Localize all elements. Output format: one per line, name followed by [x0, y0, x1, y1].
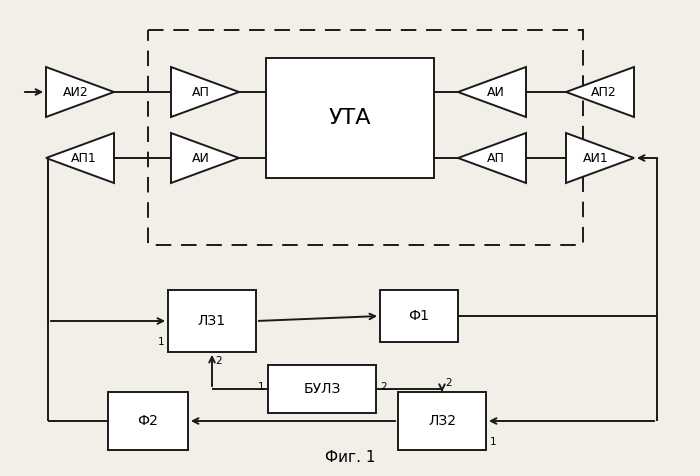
Text: АИ: АИ [487, 86, 505, 99]
Polygon shape [458, 67, 526, 117]
Text: Ф2: Ф2 [138, 414, 158, 428]
Polygon shape [171, 67, 239, 117]
Bar [398, 392, 486, 450]
Text: Ф1: Ф1 [409, 309, 430, 323]
Bar [268, 365, 376, 413]
Bar [148, 30, 583, 245]
Bar [266, 58, 434, 178]
Text: ЛЗ1: ЛЗ1 [198, 314, 226, 328]
Text: АИ2: АИ2 [63, 86, 89, 99]
Text: 2: 2 [445, 378, 452, 388]
Text: АП: АП [192, 86, 210, 99]
Text: ЛЗ2: ЛЗ2 [428, 414, 456, 428]
Text: Фиг. 1: Фиг. 1 [325, 450, 375, 466]
Text: АИ: АИ [192, 151, 210, 165]
Bar [168, 290, 256, 352]
Polygon shape [171, 133, 239, 183]
Text: 2: 2 [215, 356, 222, 366]
Text: БУЛЗ: БУЛЗ [303, 382, 341, 396]
Text: АП: АП [487, 151, 505, 165]
Text: 1: 1 [158, 337, 164, 347]
Text: АП1: АП1 [71, 151, 97, 165]
Bar [380, 290, 458, 342]
Text: УТА: УТА [329, 108, 371, 128]
Polygon shape [566, 133, 634, 183]
Text: 1: 1 [490, 437, 496, 447]
Text: 2: 2 [380, 382, 386, 392]
Text: 1: 1 [258, 382, 264, 392]
Polygon shape [46, 67, 114, 117]
Polygon shape [566, 67, 634, 117]
Polygon shape [46, 133, 114, 183]
Polygon shape [458, 133, 526, 183]
Text: АИ1: АИ1 [583, 151, 609, 165]
Bar [108, 392, 188, 450]
Text: АП2: АП2 [591, 86, 617, 99]
